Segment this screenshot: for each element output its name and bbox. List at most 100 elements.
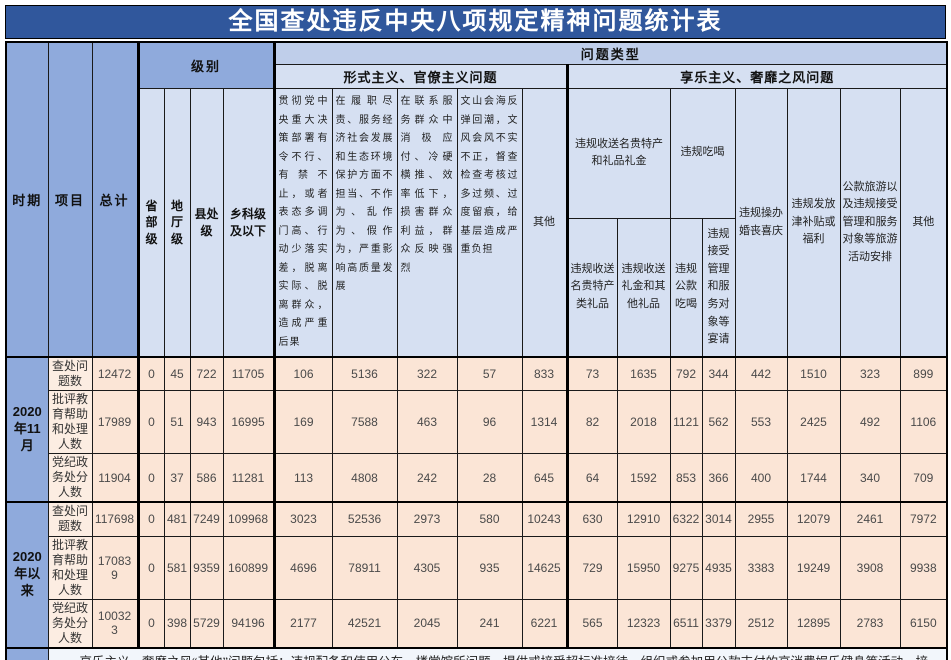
- value-cell: 37: [163, 453, 191, 503]
- value-cell: 3023: [272, 501, 333, 537]
- value-cell: 586: [189, 453, 224, 503]
- value-cell: 1744: [786, 453, 841, 503]
- value-cell: 11904: [91, 453, 139, 503]
- header-level-group: 级别: [136, 41, 275, 89]
- header-gifts-group: 违规收送名贵特产和礼品礼金: [565, 88, 671, 219]
- header-formalism-col: 文山会海反弹回潮，文风会风不实不正，督查检查考核过多过频、过度留痕，给基层造成严…: [456, 88, 523, 358]
- value-cell: 2018: [616, 390, 671, 454]
- value-cell: 3014: [701, 501, 736, 537]
- value-cell: 722: [189, 356, 224, 391]
- value-cell: 106: [272, 356, 333, 391]
- value-cell: 6511: [669, 598, 703, 648]
- value-cell: 323: [839, 356, 901, 391]
- value-cell: 12323: [616, 598, 671, 648]
- value-cell: 113: [272, 453, 333, 503]
- header-formalism-group: 形式主义、官僚主义问题: [272, 64, 568, 89]
- value-cell: 160899: [222, 535, 275, 600]
- value-cell: 1635: [616, 356, 671, 391]
- note-text-cell: 享乐主义、奢靡之风“其他”问题包括：违规配备和使用公车、楼堂馆所问题、提供或接受…: [47, 646, 948, 660]
- value-cell: 14625: [521, 535, 568, 600]
- value-cell: 3908: [839, 535, 901, 600]
- header-formalism-other-col: 其他: [521, 88, 568, 358]
- value-cell: 7972: [899, 501, 948, 537]
- value-cell: 73: [565, 356, 618, 391]
- value-cell: 16995: [222, 390, 275, 454]
- period-cell: 2020年以来: [5, 501, 49, 648]
- value-cell: 0: [136, 390, 165, 454]
- value-cell: 4696: [272, 535, 333, 600]
- value-cell: 581: [163, 535, 191, 600]
- row-label-cell: 查处问题数: [47, 356, 93, 391]
- value-cell: 0: [136, 535, 165, 600]
- header-level-col: 县处级: [189, 88, 224, 358]
- value-cell: 366: [701, 453, 736, 503]
- value-cell: 463: [396, 390, 458, 454]
- header-level-col: 乡科级及以下: [222, 88, 275, 358]
- table-title: 全国查处违反中央八项规定精神问题统计表: [5, 5, 946, 39]
- value-cell: 580: [456, 501, 523, 537]
- header-formalism-col: 在联系服务群众中消极应付、冷硬横推、效率低下，损害群众利益，群众反映强烈: [396, 88, 458, 358]
- value-cell: 0: [136, 501, 165, 537]
- value-cell: 9275: [669, 535, 703, 600]
- value-cell: 4305: [396, 535, 458, 600]
- value-cell: 398: [163, 598, 191, 648]
- header-gifts-col: 违规收送名贵特产类礼品: [565, 217, 618, 358]
- value-cell: 169: [272, 390, 333, 454]
- value-cell: 94196: [222, 598, 275, 648]
- header-total: 总计: [91, 41, 139, 358]
- value-cell: 17989: [91, 390, 139, 454]
- value-cell: 100323: [91, 598, 139, 648]
- value-cell: 57: [456, 356, 523, 391]
- value-cell: 170839: [91, 535, 139, 600]
- value-cell: 6221: [521, 598, 568, 648]
- header-dining-col: 违规公款吃喝: [669, 217, 703, 358]
- value-cell: 5136: [331, 356, 398, 391]
- value-cell: 1121: [669, 390, 703, 454]
- value-cell: 7588: [331, 390, 398, 454]
- row-label-cell: 党纪政务处分人数: [47, 453, 93, 503]
- value-cell: 51: [163, 390, 191, 454]
- value-cell: 340: [839, 453, 901, 503]
- value-cell: 481: [163, 501, 191, 537]
- value-cell: 833: [521, 356, 568, 391]
- value-cell: 400: [734, 453, 788, 503]
- value-cell: 96: [456, 390, 523, 454]
- value-cell: 2973: [396, 501, 458, 537]
- header-formalism-col: 在履职尽责、服务经济社会发展和生态环境保护方面不担当、不作为、乱作为、假作为，严…: [331, 88, 398, 358]
- value-cell: 645: [521, 453, 568, 503]
- value-cell: 562: [701, 390, 736, 454]
- value-cell: 5729: [189, 598, 224, 648]
- value-cell: 6150: [899, 598, 948, 648]
- value-cell: 2512: [734, 598, 788, 648]
- value-cell: 52536: [331, 501, 398, 537]
- value-cell: 553: [734, 390, 788, 454]
- value-cell: 709: [899, 453, 948, 503]
- stats-table: 时期 项目 总计 级别 问题类型 形式主义、官僚主义问题 享乐主义、奢靡之风问题…: [5, 41, 949, 660]
- value-cell: 442: [734, 356, 788, 391]
- value-cell: 630: [565, 501, 618, 537]
- value-cell: 935: [456, 535, 523, 600]
- row-label-cell: 查处问题数: [47, 501, 93, 537]
- value-cell: 10243: [521, 501, 568, 537]
- header-dining-group: 违规吃喝: [669, 88, 736, 219]
- value-cell: 82: [565, 390, 618, 454]
- header-level-col: 省部级: [136, 88, 165, 358]
- value-cell: 12079: [786, 501, 841, 537]
- header-item: 项目: [47, 41, 93, 358]
- header-formalism-col: 贯彻党中央重大决策部署有令不行、有禁不止，或者表态多调门高、行动少落实差，脱离实…: [272, 88, 333, 358]
- value-cell: 11705: [222, 356, 275, 391]
- header-hedonism-col: 公款旅游以及违规接受管理和服务对象等旅游活动安排: [839, 88, 901, 358]
- value-cell: 19249: [786, 535, 841, 600]
- value-cell: 241: [456, 598, 523, 648]
- value-cell: 78911: [331, 535, 398, 600]
- value-cell: 3383: [734, 535, 788, 600]
- value-cell: 322: [396, 356, 458, 391]
- value-cell: 7249: [189, 501, 224, 537]
- value-cell: 12895: [786, 598, 841, 648]
- row-label-cell: 党纪政务处分人数: [47, 598, 93, 648]
- header-gifts-col: 违规收送礼金和其他礼品: [616, 217, 671, 358]
- value-cell: 64: [565, 453, 618, 503]
- value-cell: 565: [565, 598, 618, 648]
- header-level-col: 地厅级: [163, 88, 191, 358]
- period-cell: 2020年11月: [5, 356, 49, 503]
